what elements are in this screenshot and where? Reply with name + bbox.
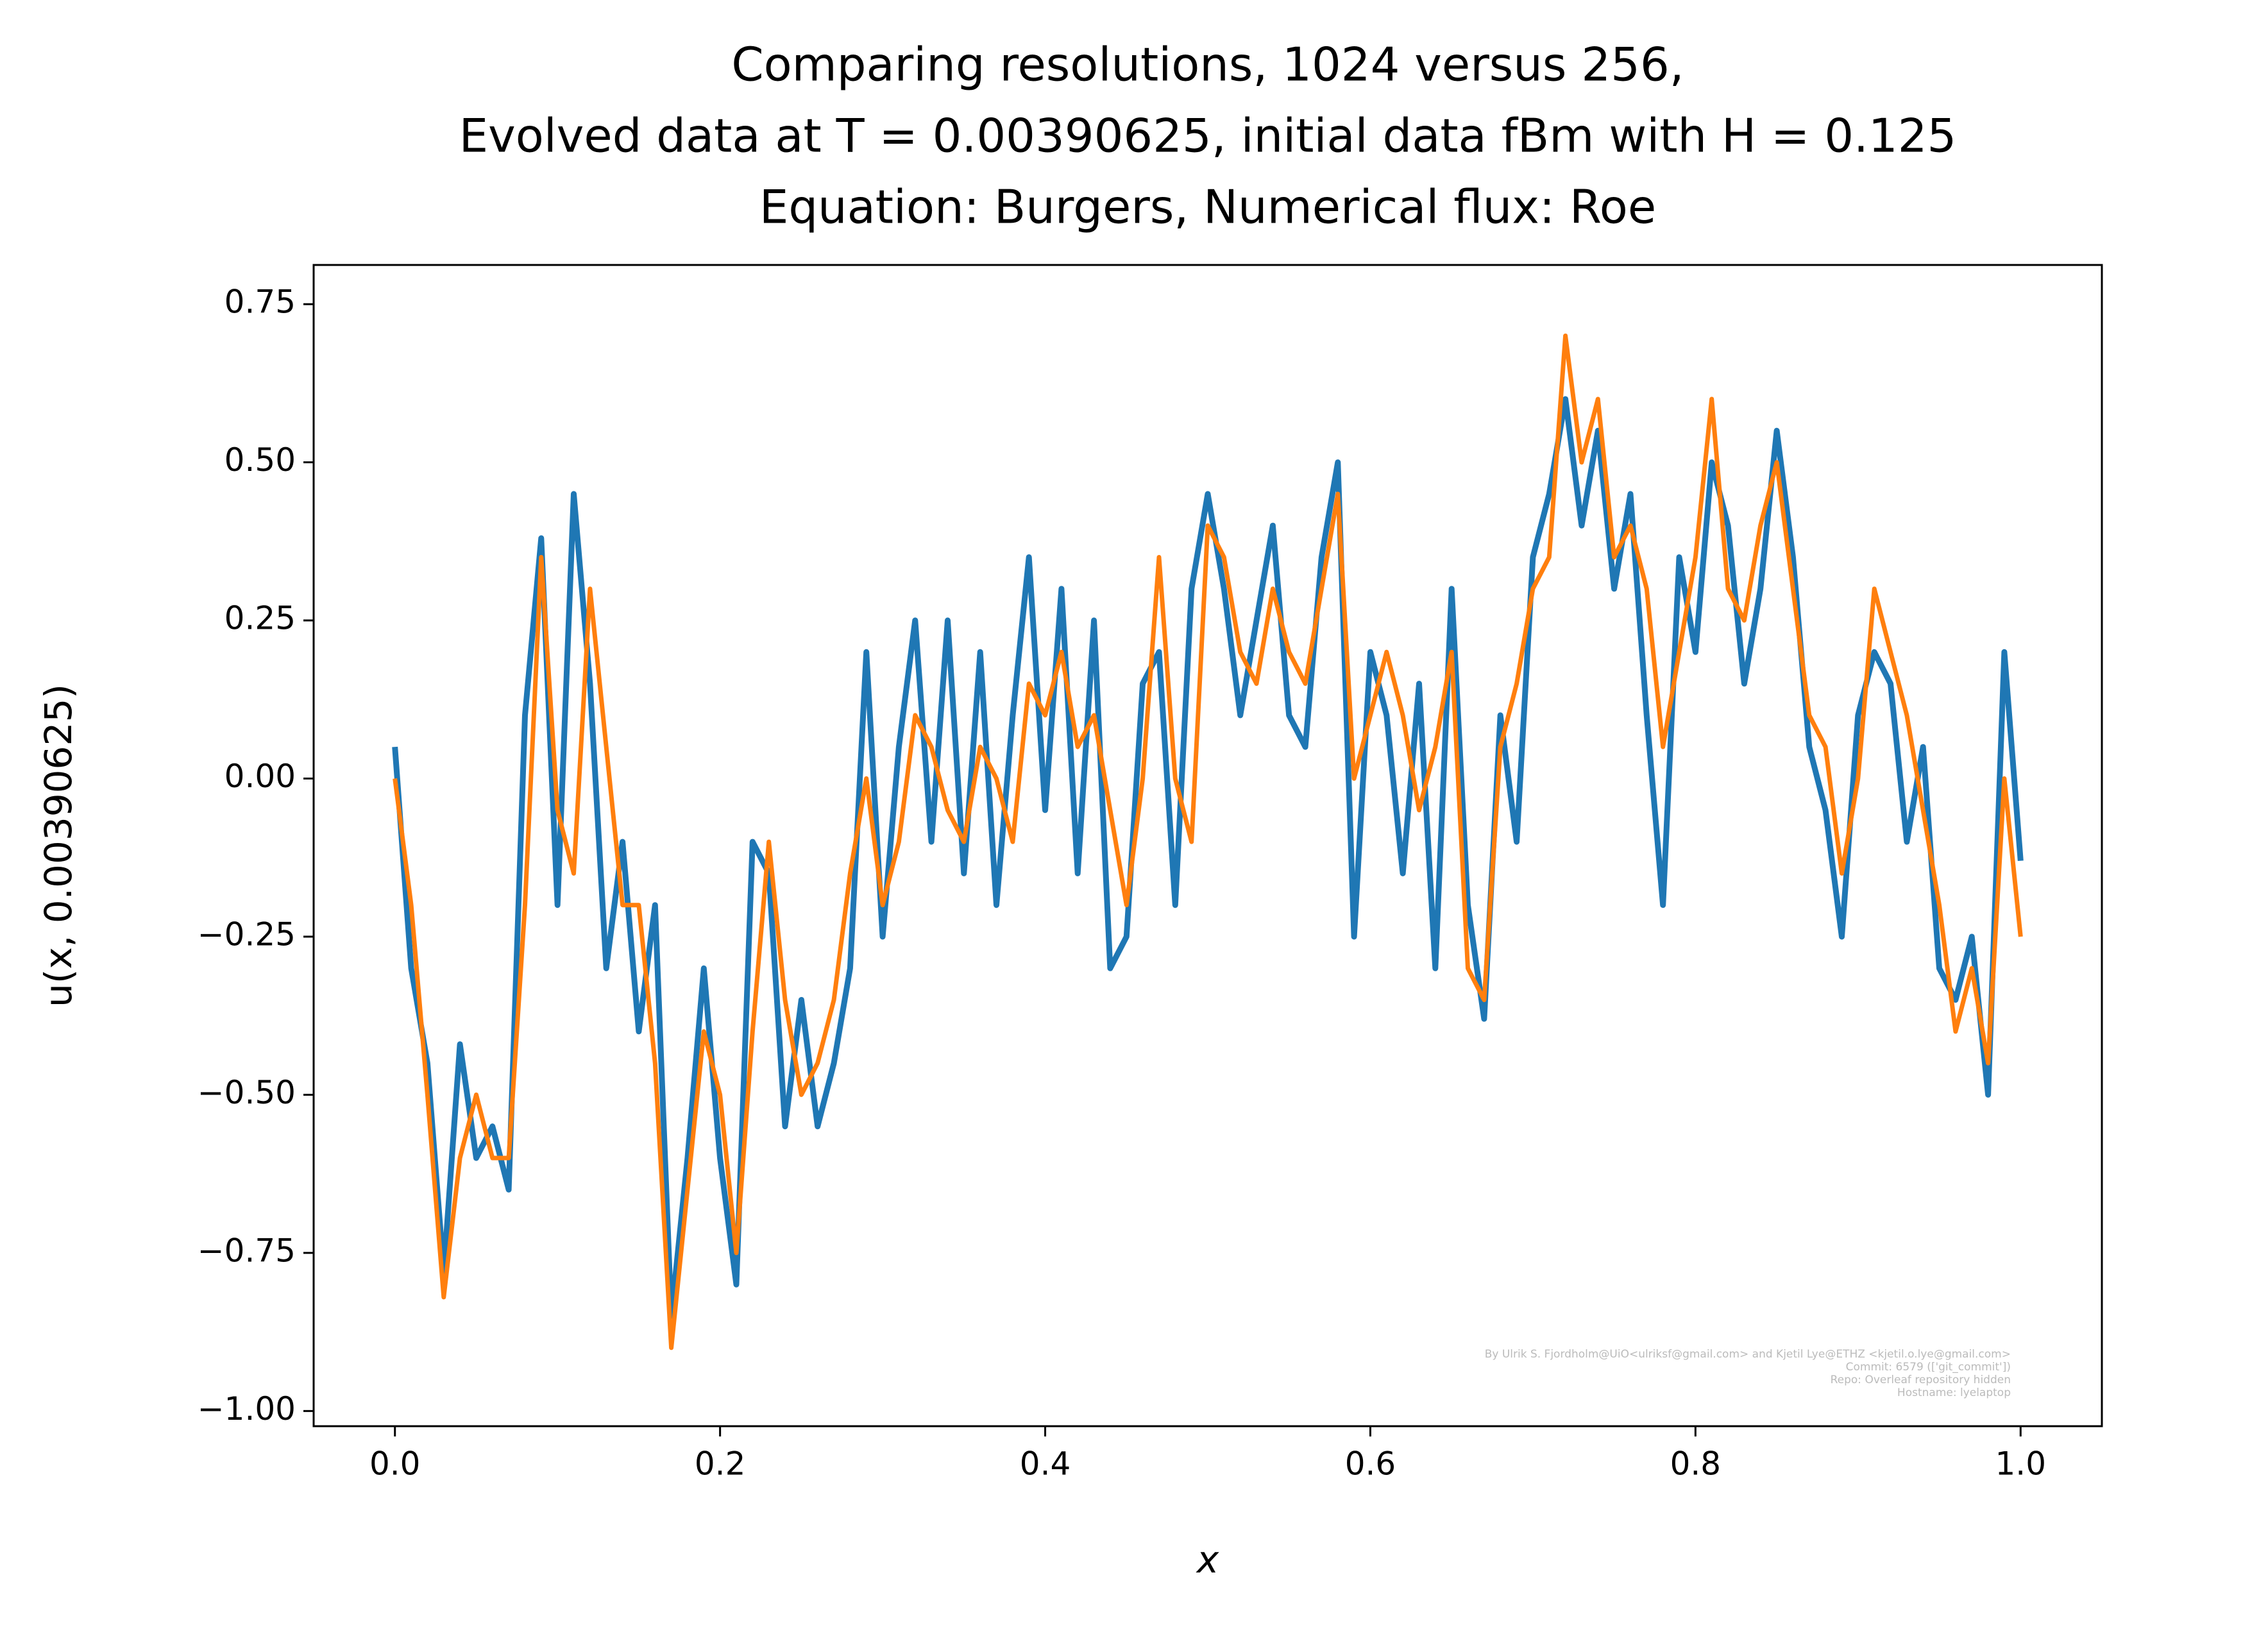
data-line — [392, 396, 2024, 1319]
y-axis-label: u(x, 0.00390625) — [37, 684, 80, 1007]
x-tick-label: 0.4 — [1020, 1445, 1071, 1483]
x-tick-label: 0.0 — [369, 1445, 421, 1483]
watermark: By Ulrik S. Fjordholm@UiO<ulriksf@gmail.… — [1485, 1348, 2011, 1361]
y-tick-label: 0.50 — [224, 441, 296, 479]
y-tick-label: −0.50 — [198, 1074, 296, 1111]
watermark: Commit: 6579 (['git_commit']) — [1846, 1361, 2011, 1374]
x-axis-label: x — [1196, 1538, 1219, 1581]
chart-title: Comparing resolutions, 1024 versus 256, — [731, 38, 1684, 92]
x-tick-label: 0.6 — [1345, 1445, 1396, 1483]
y-tick-label: 0.25 — [224, 600, 296, 637]
chart-title: Equation: Burgers, Numerical flux: Roe — [759, 180, 1656, 234]
x-tick-label: 1.0 — [1995, 1445, 2047, 1483]
y-tick-label: −0.25 — [198, 916, 296, 953]
y-tick-label: 0.75 — [224, 284, 296, 321]
chart-title: Evolved data at T = 0.00390625, initial … — [459, 109, 1957, 163]
watermark: Hostname: lyelaptop — [1897, 1386, 2011, 1399]
x-tick-label: 0.8 — [1670, 1445, 1722, 1483]
y-tick-label: −1.00 — [198, 1390, 296, 1427]
y-tick-label: 0.00 — [224, 758, 296, 795]
data-line — [393, 333, 2023, 1350]
x-tick-label: 0.2 — [695, 1445, 746, 1483]
y-tick-label: −0.75 — [198, 1232, 296, 1269]
plot-frame — [312, 264, 2103, 1427]
watermark: Repo: Overleaf repository hidden — [1831, 1374, 2011, 1386]
